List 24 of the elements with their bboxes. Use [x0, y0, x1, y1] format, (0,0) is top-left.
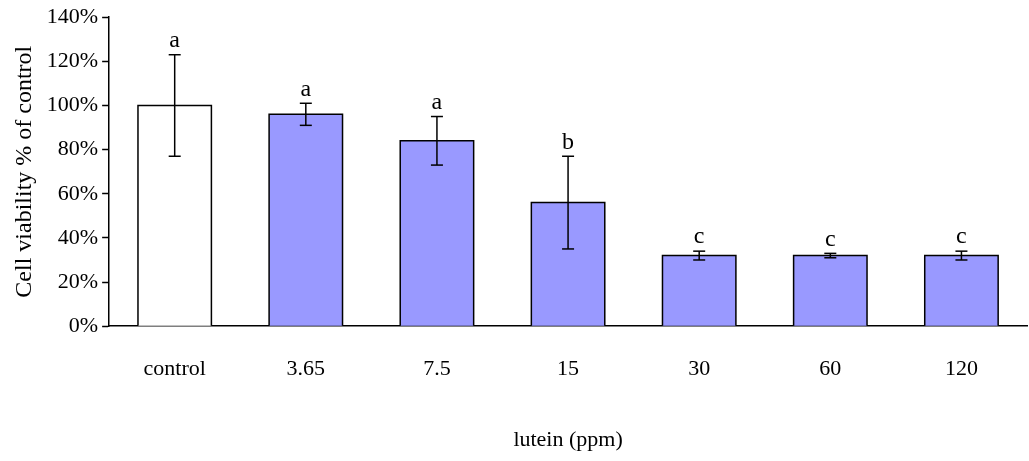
annotation: b — [562, 127, 575, 154]
y-tick-label: 20% — [57, 267, 99, 293]
annotation: c — [956, 222, 967, 249]
annotation: a — [300, 74, 312, 101]
y-tick-label: 60% — [57, 179, 99, 205]
x-tick-label: 30 — [688, 355, 711, 381]
annotation: c — [693, 222, 705, 249]
x-axis-title: lutein (ppm) — [513, 425, 623, 451]
y-axis-title: Cell viability % of control — [9, 45, 36, 298]
y-tick-label: 120% — [46, 47, 99, 73]
y-tick-label: 0% — [68, 311, 99, 337]
x-tick-label: control — [143, 355, 206, 381]
x-tick-label: 3.65 — [286, 355, 326, 381]
y-tick-label: 40% — [57, 223, 99, 249]
x-tick-label: 15 — [557, 355, 580, 381]
y-tick-label: 100% — [46, 91, 99, 117]
x-tick-label: 120 — [944, 355, 978, 381]
x-tick-label: 60 — [819, 355, 842, 381]
y-tick-label: 80% — [57, 135, 99, 161]
annotation: c — [824, 224, 836, 251]
annotation: a — [169, 26, 181, 53]
x-tick-label: 7.5 — [423, 355, 451, 381]
annotation: a — [431, 87, 443, 114]
y-tick-label: 140% — [46, 2, 99, 28]
